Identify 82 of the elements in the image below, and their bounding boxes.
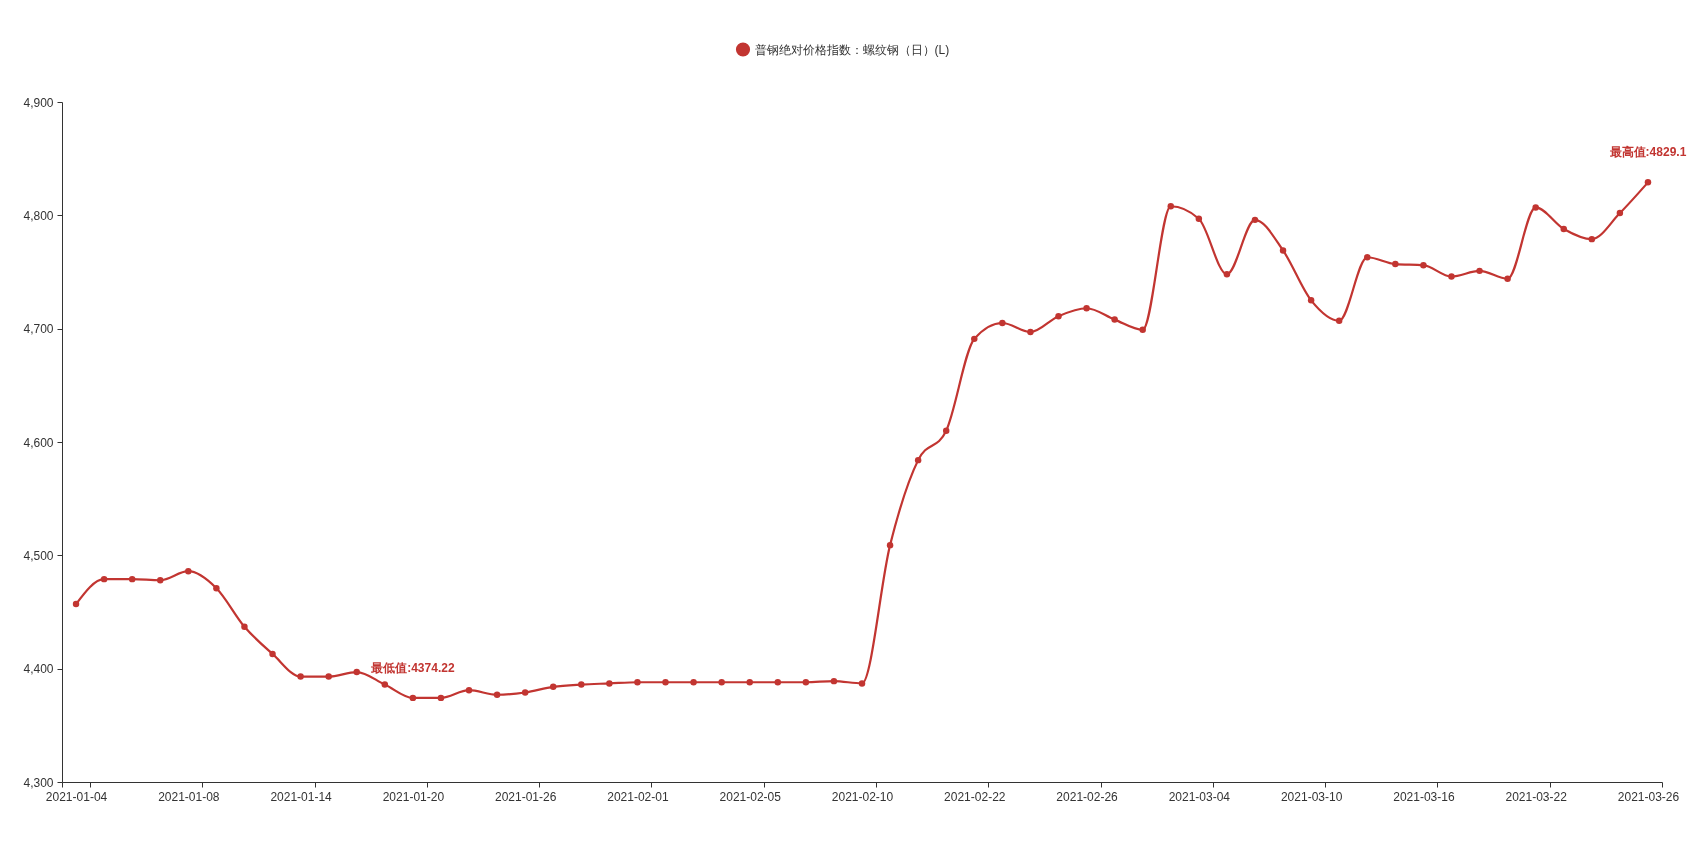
point: [1364, 254, 1371, 261]
point: [465, 686, 473, 694]
point: [1476, 267, 1483, 275]
point: [578, 681, 585, 688]
point: [1027, 328, 1034, 336]
y-tick-label: 4,800: [23, 208, 54, 223]
y-tick-label: 4,500: [23, 548, 54, 563]
point: [746, 679, 753, 686]
x-tick-label: 2021-02-05: [719, 789, 782, 804]
point: [1111, 316, 1118, 323]
point: [802, 679, 810, 686]
point: [1307, 297, 1315, 304]
x-tick-label: 2021-03-22: [1505, 789, 1568, 804]
legend-label: 普钢绝对价格指数：螺纹钢（日）(L): [754, 42, 950, 57]
point: [858, 680, 866, 687]
x-tick-label: 2021-02-26: [1056, 789, 1119, 804]
annotation: 最低值:4374.22: [370, 660, 455, 675]
point: [999, 319, 1006, 327]
point: [1532, 204, 1539, 211]
point: [297, 673, 304, 680]
point: [213, 584, 220, 592]
point: [72, 600, 80, 608]
point: [353, 668, 360, 676]
point: [1616, 209, 1624, 217]
point: [1083, 305, 1090, 312]
point: [437, 694, 445, 702]
x-tick-label: 2021-02-22: [944, 789, 1006, 804]
point: [690, 679, 697, 686]
point: [409, 694, 417, 702]
point: [100, 575, 108, 583]
point: [325, 673, 332, 680]
x-tick-label: 2021-01-04: [45, 789, 108, 804]
point: [1504, 275, 1511, 283]
x-tick-label: 2021-02-10: [831, 789, 894, 804]
x-tick-label: 2021-01-14: [270, 789, 333, 804]
point: [269, 650, 276, 658]
x-tick-label: 2021-01-20: [382, 789, 445, 804]
point: [1223, 271, 1231, 278]
x-tick-label: 2021-02-01: [607, 789, 669, 804]
point: [606, 680, 613, 687]
point: [1251, 216, 1259, 224]
point: [971, 335, 978, 343]
y-tick-label: 4,700: [23, 322, 54, 337]
x-tick-label: 2021-01-26: [494, 789, 557, 804]
point: [1279, 247, 1287, 254]
point: [185, 567, 192, 575]
x-tick-label: 2021-03-16: [1393, 789, 1455, 804]
x-tick-label: 2021-01-08: [158, 789, 220, 804]
point: [1644, 179, 1652, 186]
x-tick-label: 2021-03-26: [1617, 789, 1680, 804]
point: [241, 623, 248, 630]
point: [1335, 317, 1343, 324]
y-tick-label: 4,600: [23, 435, 54, 450]
x-tick-label: 2021-03-10: [1280, 789, 1343, 804]
point: [886, 541, 894, 549]
point: [1588, 235, 1596, 243]
y-tick-label: 4,900: [23, 95, 54, 110]
point: [914, 456, 922, 464]
point: [1392, 260, 1399, 268]
point: [1167, 203, 1175, 210]
point: [662, 679, 669, 686]
point: [1139, 326, 1146, 334]
point: [493, 691, 501, 698]
point: [381, 681, 389, 688]
y-tick-label: 4,300: [23, 775, 54, 790]
point: [1560, 225, 1567, 233]
point: [1055, 312, 1062, 320]
point: [718, 679, 725, 686]
point: [549, 683, 557, 691]
point: [942, 427, 950, 434]
point: [1448, 273, 1455, 280]
point: [157, 577, 164, 584]
y-tick-label: 4,400: [23, 662, 54, 677]
point: [774, 679, 782, 686]
point: [634, 679, 641, 686]
annotation: 最高值:4829.1: [1608, 145, 1687, 160]
point: [128, 575, 136, 583]
point: [1195, 215, 1203, 222]
point: [521, 689, 529, 696]
point: [830, 677, 838, 685]
point: [1420, 261, 1427, 269]
x-tick-label: 2021-03-04: [1168, 789, 1231, 804]
